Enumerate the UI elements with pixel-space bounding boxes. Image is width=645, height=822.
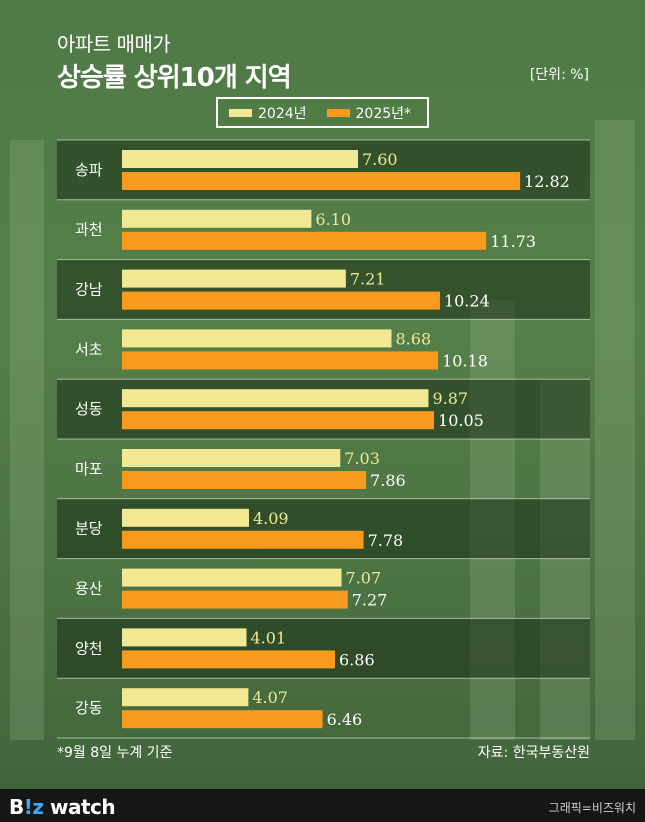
bar-2025 [122, 530, 364, 549]
value-label-2025: 7.27 [352, 591, 388, 610]
footnote: *9월 8일 누계 기준 [57, 745, 173, 761]
row-band [57, 498, 590, 559]
bar-2025 [122, 590, 348, 609]
bar-2024 [122, 329, 392, 348]
value-label-2024: 4.07 [252, 688, 288, 707]
footer-bar: B!z watch 그래픽=비즈워치 [0, 789, 645, 822]
category-label: 양천 [75, 639, 103, 657]
value-label-2025: 10.05 [438, 411, 484, 430]
source: 자료: 한국부동산원 [477, 745, 590, 761]
bar-2024 [122, 269, 346, 288]
bar-2024 [122, 150, 358, 168]
category-label: 강남 [75, 281, 103, 299]
value-label-2025: 6.46 [327, 710, 363, 729]
row-band [57, 678, 590, 738]
row-band [57, 618, 590, 679]
bar-2024 [122, 389, 429, 408]
category-label: 마포 [75, 460, 103, 478]
row-band [57, 559, 590, 619]
bar-2025 [122, 411, 435, 430]
category-label: 과천 [75, 221, 103, 239]
row-band [57, 439, 590, 499]
logo-suffix: watch [43, 795, 116, 819]
bizwatch-logo[interactable]: B!z watch [9, 795, 116, 819]
category-label: 분당 [75, 520, 103, 538]
value-label-2024: 7.21 [350, 270, 386, 289]
background-building [595, 120, 635, 740]
value-label-2025: 7.86 [370, 471, 406, 490]
value-label-2025: 11.73 [490, 232, 536, 251]
category-label: 송파 [75, 161, 103, 179]
category-label: 서초 [75, 340, 103, 358]
chart-title-line1: 아파트 매매가 [57, 32, 171, 56]
category-label: 성동 [75, 400, 103, 418]
value-label-2025: 12.82 [524, 172, 570, 191]
bar-chart: 송파 7.60 12.82 과천 6.10 11.73 강남 7.21 10.24 서초 8.68 1… [57, 140, 590, 738]
bar-2025 [122, 650, 336, 669]
legend: 2024년 2025년* [216, 97, 429, 128]
graphic-credit: 그래픽=비즈워치 [548, 801, 636, 815]
logo-prefix: B [9, 795, 24, 819]
value-label-2024: 9.87 [432, 389, 468, 408]
value-label-2024: 4.01 [251, 628, 287, 647]
value-label-2024: 7.03 [344, 449, 380, 468]
value-label-2024: 6.10 [315, 210, 351, 229]
value-label-2025: 10.18 [442, 351, 488, 370]
legend-item-2024: 2024년 [229, 103, 307, 123]
value-label-2025: 10.24 [444, 292, 490, 311]
bar-2025 [122, 351, 439, 370]
bar-2025 [122, 710, 323, 729]
legend-item-2025: 2025년* [326, 103, 412, 123]
chart-title: 상승률 상위10개 지역 [57, 63, 292, 93]
bar-2024 [122, 508, 249, 527]
row-band [57, 379, 590, 439]
background-building [540, 380, 590, 740]
category-label: 용산 [75, 580, 103, 598]
bar-2024 [122, 688, 249, 707]
legend-swatch-2024 [229, 108, 252, 117]
legend-label-2025: 2025년* [355, 105, 412, 122]
value-label-2024: 4.09 [253, 509, 289, 528]
legend-swatch-2025 [326, 108, 350, 117]
value-label-2024: 7.07 [346, 569, 382, 588]
bar-2024 [122, 449, 341, 467]
bar-2024 [122, 628, 247, 647]
logo-mark: !z [23, 795, 44, 819]
row-band [57, 140, 590, 200]
bar-2024 [122, 568, 342, 587]
background-building [10, 140, 44, 740]
bar-2025 [122, 471, 367, 489]
bar-2024 [122, 209, 312, 228]
category-label: 강동 [75, 699, 103, 717]
value-label-2025: 7.78 [368, 531, 404, 550]
value-label-2025: 6.86 [339, 650, 375, 669]
legend-label-2024: 2024년 [258, 105, 307, 122]
bar-2025 [122, 291, 440, 310]
row-band [57, 259, 590, 320]
unit-label: [단위: %] [529, 67, 589, 83]
bar-2025 [122, 172, 521, 190]
row-band [57, 319, 590, 379]
bar-2025 [122, 231, 487, 250]
value-label-2024: 7.60 [362, 150, 398, 169]
value-label-2024: 8.68 [396, 329, 432, 348]
